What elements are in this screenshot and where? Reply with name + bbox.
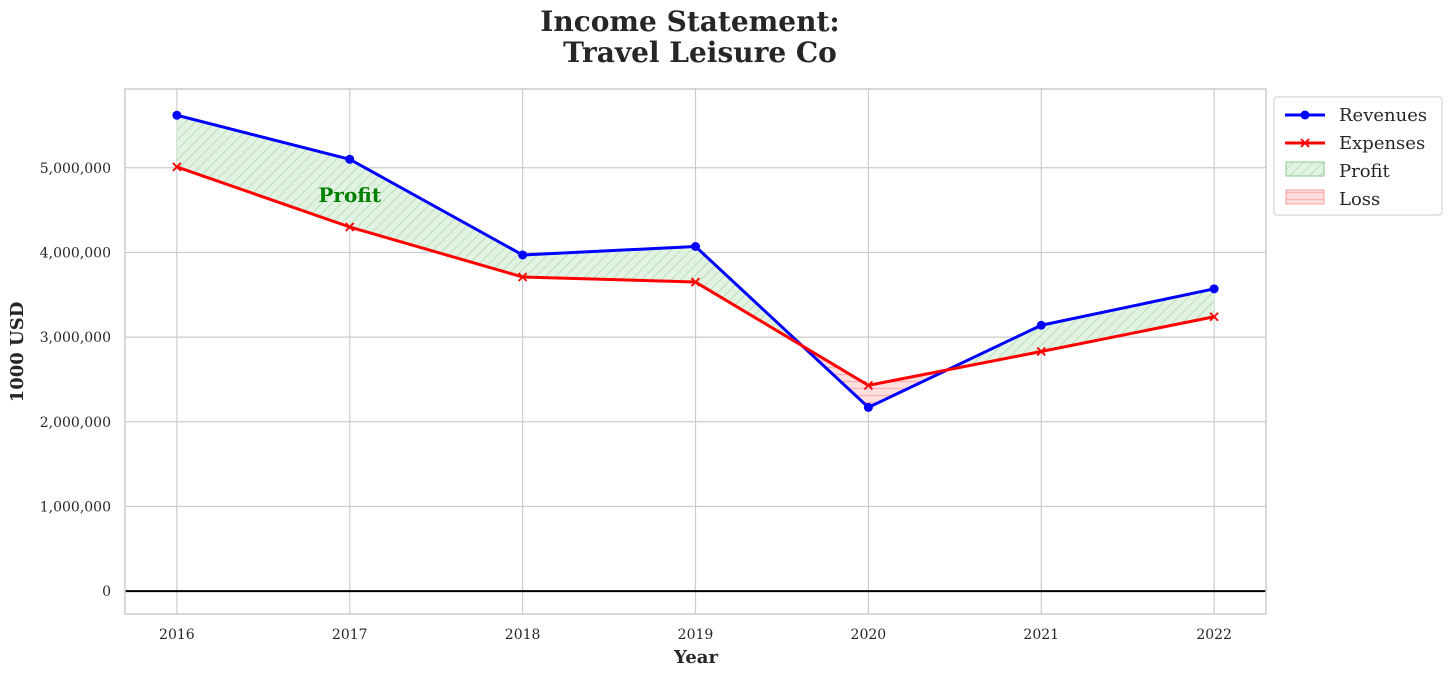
legend-profit-label: Profit [1339,161,1391,182]
point-revenues [1209,284,1219,294]
x-tick-label: 2019 [678,627,714,643]
legend-profit-swatch [1285,161,1325,177]
point-expenses [345,222,355,232]
point-expenses [172,162,182,172]
chart-title-line2: Travel Leisure Co [563,36,837,69]
legend-expenses-marker [1300,138,1310,148]
y-tick-label: 5,000,000 [40,161,111,177]
legend: Revenues Expenses Profit Loss [1273,96,1443,216]
legend-loss-swatch [1285,189,1325,205]
chart-title-line1: Income Statement: [540,5,839,38]
point-revenues [518,250,528,260]
legend-frame [1273,96,1443,216]
y-tick-label: 4,000,000 [40,245,111,261]
y-tick-label: 3,000,000 [40,330,111,346]
legend-revenues-label: Revenues [1339,105,1427,126]
point-revenues [691,242,700,251]
x-tick-label: 2022 [1196,627,1232,643]
profit-area [349,159,523,277]
point-expenses [1036,346,1046,357]
profit-annotation: Profit [318,183,381,207]
y-axis-label: 1000 USD [7,302,28,403]
point-expenses [517,272,528,282]
point-revenues [172,110,182,120]
x-tick-label: 2016 [159,627,195,643]
x-tick-label: 2021 [1023,627,1059,643]
point-revenues [1036,320,1046,330]
x-axis-label: Year [673,647,718,668]
profit-area [176,115,350,228]
x-tick-label: 2020 [851,627,887,643]
point-expenses [863,380,874,391]
y-tick-label: 1,000,000 [40,499,111,515]
legend-loss-label: Loss [1339,189,1380,210]
tick-labels: 2016 2017 2018 2019 2020 2021 2022 0 1,000,000 2,… [40,161,1232,643]
profit-area [1041,288,1215,352]
series-lines [172,110,1219,412]
y-tick-label: 0 [102,584,111,600]
x-tick-label: 2018 [505,627,541,643]
point-revenues [345,154,355,164]
y-tick-label: 2,000,000 [40,415,111,431]
point-expenses [1209,312,1219,322]
plot-frame [124,88,1267,615]
point-expenses [690,277,701,287]
point-revenues [863,402,873,412]
legend-revenues-marker [1300,110,1310,120]
legend-expenses-label: Expenses [1339,133,1425,154]
profit-area [522,246,696,283]
x-tick-label: 2017 [332,627,368,643]
